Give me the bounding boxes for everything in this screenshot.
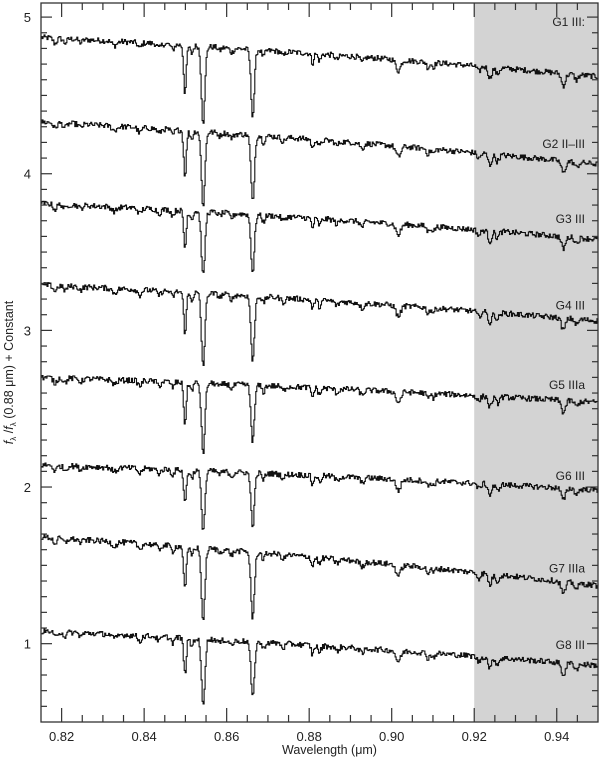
spectrum-label: G7 IIIa <box>549 561 585 575</box>
spectrum-line <box>41 34 599 124</box>
x-tick-label: 0.84 <box>131 729 156 744</box>
spectrum-label: G4 III <box>556 298 585 312</box>
y-axis-title: fλ /fλ (0.88 μm) + Constant <box>2 300 18 444</box>
spectrum-line <box>41 282 599 367</box>
x-tick-label: 0.86 <box>214 729 239 744</box>
x-tick-label: 0.90 <box>379 729 404 744</box>
plot-frame <box>40 2 599 723</box>
spectrum-label: G3 III <box>556 212 585 226</box>
shaded-region <box>474 3 598 722</box>
x-tick-label: 0.82 <box>49 729 74 744</box>
x-tick-label: 0.92 <box>462 729 487 744</box>
spectrum-labels: G1 III: G2 II–III G3 III G4 III G5 IIIa G6 II… <box>542 15 585 652</box>
spectrum-label: G1 III: <box>552 15 585 29</box>
y-tick-label: 5 <box>24 10 31 25</box>
y-tick-label: 2 <box>24 480 31 495</box>
y-axis-ticks: 1 2 3 4 5 <box>24 10 598 707</box>
spectrum-line <box>41 375 599 455</box>
spectrum-line <box>41 119 599 207</box>
spectrum-line <box>41 534 599 620</box>
spectrum-line <box>41 462 599 530</box>
spectra-lines <box>41 34 599 705</box>
x-tick-label: 0.88 <box>297 729 322 744</box>
spectrum-line <box>41 628 599 705</box>
y-tick-label: 3 <box>24 323 31 338</box>
x-axis-title: Wavelength (μm) <box>282 743 377 757</box>
x-tick-label: 0.94 <box>544 729 569 744</box>
y-tick-label: 4 <box>24 167 31 182</box>
spectrum-label: G8 III <box>556 638 585 652</box>
x-axis-ticks: 0.82 0.84 0.86 0.88 0.90 0.92 0.94 <box>49 3 578 744</box>
spectrum-label: G6 III <box>556 469 585 483</box>
spectrum-line <box>41 200 599 273</box>
y-tick-label: 1 <box>24 637 31 652</box>
spectrum-label: G5 IIIa <box>549 378 585 392</box>
spectrum-label: G2 II–III <box>542 137 585 151</box>
